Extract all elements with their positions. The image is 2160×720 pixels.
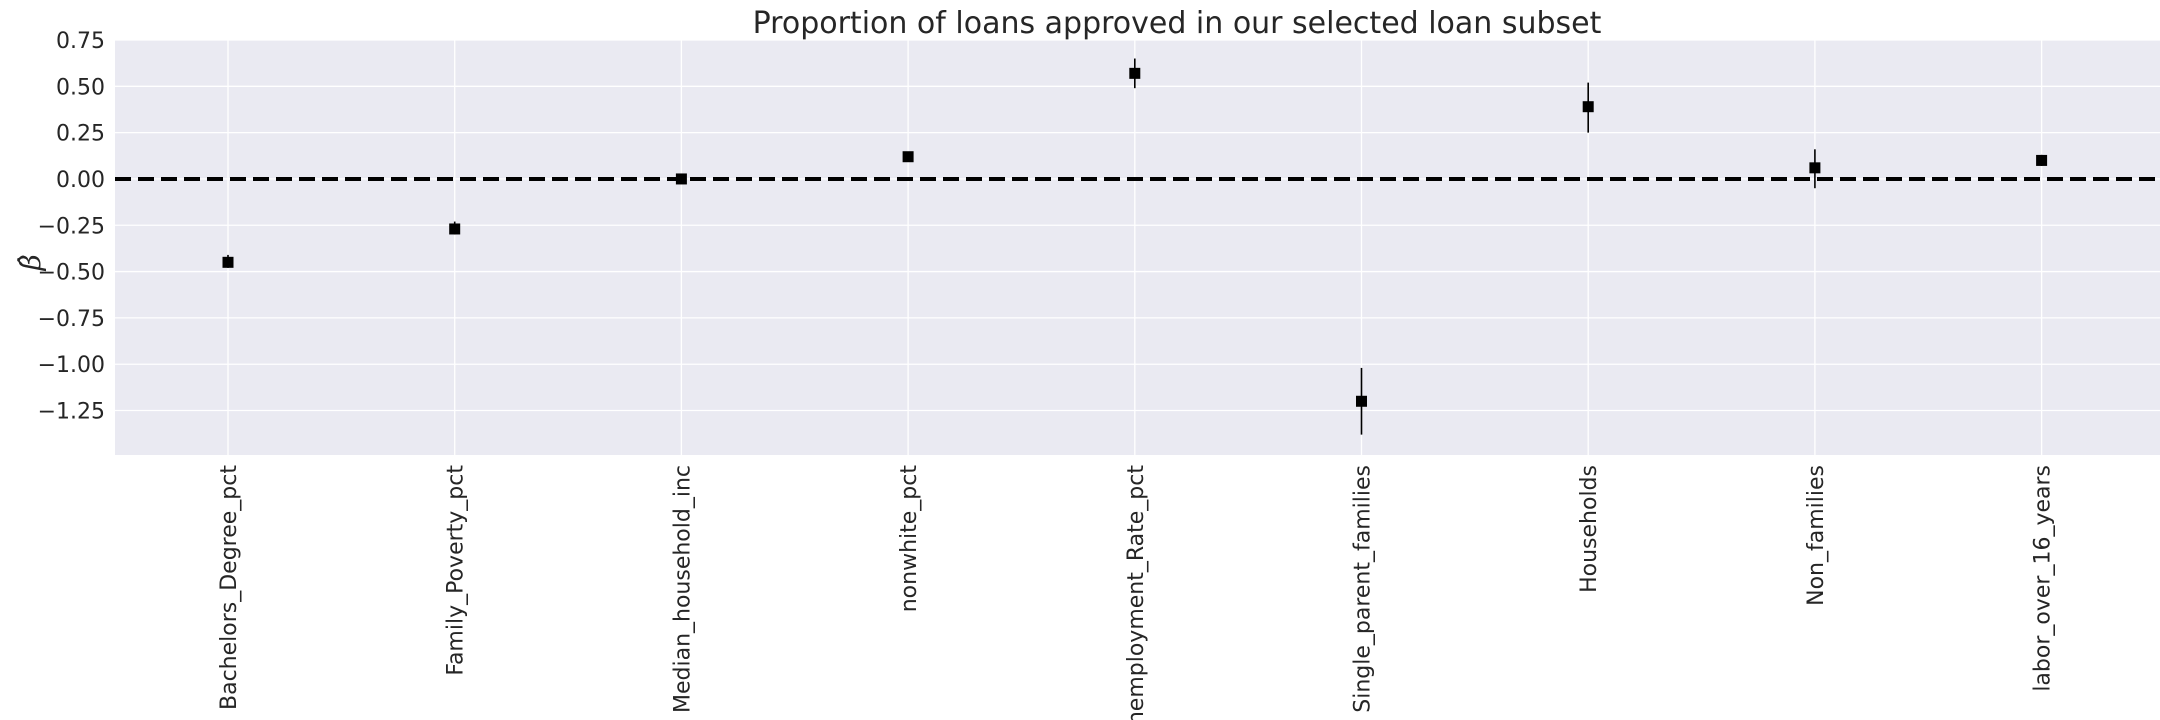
x-tick-label: nonwhite_pct [897,465,922,613]
grid [115,39,2160,455]
x-tick-label: Unemployment_Rate_pct [1124,465,1149,720]
data-point [675,173,687,185]
plot-area [115,40,2160,455]
data-point [1356,395,1367,407]
y-tick-label: −0.50 [38,261,105,286]
y-tick-label: −0.25 [38,214,105,239]
data-point [449,223,461,235]
y-tick-label: −1.25 [38,400,105,425]
y-ticks: 0.75 0.50 0.25 0.00 −0.25 −0.50 −0.75 −1.00 −1.2… [38,29,105,425]
y-tick-label: −0.75 [38,307,105,332]
x-tick-label: Non_families [1804,465,1829,606]
y-tick-label: 0.50 [56,75,105,100]
x-tick-label: Single_parent_families [1351,465,1376,713]
y-tick-label: 0.00 [56,168,105,193]
x-tick-label: Bachelors_Degree_pct [217,465,242,710]
x-tick-label: Family_Poverty_pct [444,465,469,676]
y-tick-label: −1.00 [38,353,105,378]
x-tick-label: Median_household_inc [670,465,695,713]
data-point [1129,67,1141,79]
x-ticks: Bachelors_Degree_pct Family_Poverty_pct Me… [217,465,2056,720]
marks [222,58,2048,435]
x-tick-label: Households [1577,465,1602,593]
y-tick-label: 0.75 [56,29,105,54]
data-point [222,256,234,268]
chart-title: Proportion of loans approved in our sele… [753,6,1602,41]
y-tick-label: 0.25 [56,122,105,147]
y-axis-label: β̂ [14,254,47,271]
data-point [1809,162,1821,174]
data-point [902,151,914,163]
data-point [2036,154,2048,166]
x-tick-label: labor_over_16_years [2031,465,2056,692]
data-point [1582,101,1594,113]
